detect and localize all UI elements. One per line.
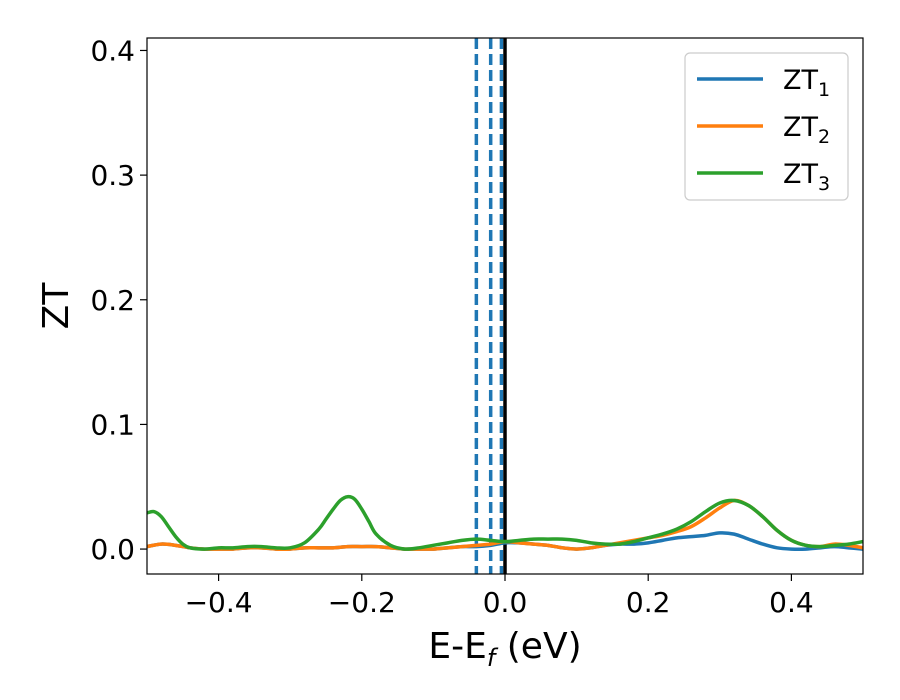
x-axis-label-suffix: (eV)	[495, 626, 581, 667]
x-tick-label: 0.4	[769, 586, 814, 619]
y-tick-label: 0.4	[90, 34, 135, 67]
legend-label-zt3: ZT3	[783, 159, 830, 195]
x-tick-label: 0.2	[626, 586, 671, 619]
series-lines	[147, 494, 863, 551]
y-axis-label: ZT	[36, 282, 77, 330]
x-axis-label-main: E-E	[428, 626, 486, 667]
y-axis-ticks: 0.0 0.1 0.2 0.3 0.4	[90, 34, 147, 566]
x-axis-label: E-Ef (eV)	[428, 626, 581, 672]
x-tick-label: −0.4	[185, 586, 253, 619]
x-tick-label: −0.2	[328, 586, 396, 619]
series-line-zt3	[147, 494, 863, 551]
legend-box	[684, 52, 849, 201]
x-axis-ticks: −0.4 −0.2 0.0 0.2 0.4	[185, 574, 814, 619]
legend-label-zt2: ZT2	[783, 112, 830, 148]
reference-lines	[474, 38, 507, 574]
y-tick-label: 0.2	[90, 284, 135, 317]
y-tick-label: 0.1	[90, 408, 135, 441]
y-tick-label: 0.3	[90, 159, 135, 192]
x-tick-label: 0.0	[483, 586, 528, 619]
y-tick-label: 0.0	[90, 533, 135, 566]
legend: ZT1 ZT2 ZT3	[684, 52, 849, 201]
legend-label-zt1: ZT1	[783, 65, 830, 101]
